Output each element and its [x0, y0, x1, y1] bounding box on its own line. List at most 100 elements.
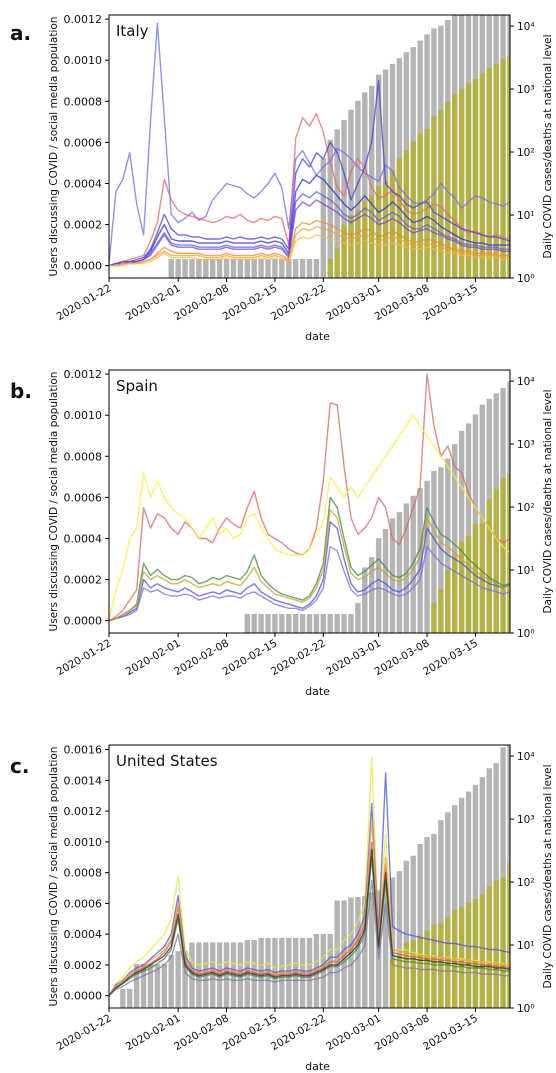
series-line	[109, 112, 510, 267]
y-tick-label: 0.0016	[64, 744, 103, 757]
deaths-bar	[445, 916, 451, 1008]
cases-bar	[168, 259, 174, 278]
cases-bar	[189, 942, 195, 1008]
cases-bar	[265, 614, 271, 633]
series-line	[109, 190, 510, 267]
cases-bar	[355, 100, 361, 278]
cases-bar	[244, 259, 250, 278]
cases-bar	[272, 259, 278, 278]
cases-bar	[445, 458, 451, 633]
deaths-bar	[493, 488, 499, 633]
y-tick-label: 0.0006	[64, 136, 103, 149]
cases-bar	[369, 892, 375, 1008]
y-axis-label-right: Daily COVID cases/deaths at national lev…	[542, 764, 554, 988]
cases-bar	[362, 896, 368, 1008]
cases-bar	[472, 414, 479, 633]
cases-bar	[120, 989, 126, 1008]
cases-bar	[382, 528, 389, 633]
cases-bar	[334, 900, 340, 1008]
x-tick-label: 2020-01-22	[55, 637, 114, 678]
cases-bar	[341, 614, 347, 633]
deaths-bar	[424, 128, 430, 278]
cases-bar	[292, 259, 299, 278]
panel-spain: 0.0000 0.0002 0.0004 0.0006 0.0008 0.0010 0.00…	[10, 368, 554, 698]
y2-tick-label: 10³	[517, 84, 535, 96]
deaths-bar	[479, 894, 486, 1008]
y-tick-label: 0.0012	[64, 368, 103, 381]
cases-bar	[292, 614, 299, 633]
deaths-bar	[507, 55, 510, 278]
cases-bar	[313, 614, 320, 633]
deaths-bar	[417, 935, 423, 1008]
cases-bar	[417, 488, 423, 633]
cases-bar	[203, 259, 209, 278]
y2-tick-label: 10²	[517, 877, 535, 889]
x-tick-label: 2020-02-22	[269, 637, 328, 678]
deaths-bar	[396, 158, 403, 278]
cases-bar	[334, 614, 340, 633]
cases-bar	[189, 259, 195, 278]
series-line	[109, 219, 510, 267]
deaths-bar	[410, 940, 416, 1008]
y-axis-label-left: Users discussing COVID / social media po…	[48, 747, 60, 1007]
cases-bar	[451, 444, 458, 633]
deaths-bar	[458, 907, 465, 1008]
y-tick-label: 0.0006	[64, 897, 103, 910]
x-tick-label: 2020-03-15	[421, 282, 480, 323]
cases-bar	[341, 119, 347, 278]
deaths-bar	[375, 185, 382, 278]
deaths-bar	[472, 79, 479, 278]
y2-tick-label: 10⁰	[517, 1003, 535, 1015]
cases-bar	[472, 784, 479, 1008]
y-tick-label: 0.0008	[64, 95, 103, 108]
series-line	[109, 509, 510, 622]
cases-bar	[327, 614, 333, 633]
y-tick-label: 0.0004	[64, 928, 103, 941]
cases-bar	[244, 614, 250, 633]
deaths-bar	[431, 602, 437, 633]
x-axis-label: date	[305, 685, 330, 698]
cases-bar	[154, 963, 161, 1008]
deaths-bar	[472, 523, 479, 633]
cases-bar	[375, 74, 382, 278]
y-tick-label: 0.0010	[64, 836, 103, 849]
deaths-bar	[451, 555, 458, 633]
series-line	[109, 496, 510, 622]
cases-bar	[127, 989, 133, 1008]
cases-bar	[147, 963, 154, 1008]
y2-tick-label: 10²	[517, 147, 535, 159]
cases-bar	[458, 797, 465, 1008]
cases-bar	[210, 942, 216, 1008]
y2-tick-label: 10³	[517, 814, 535, 826]
panel-letter: a.	[10, 21, 31, 45]
deaths-bar	[479, 523, 486, 633]
y-axis-label-right: Daily COVID cases/deaths at national lev…	[542, 34, 554, 258]
plot-frame	[108, 14, 511, 279]
cases-bar	[320, 614, 327, 633]
plot-area	[109, 15, 510, 278]
deaths-bar	[348, 215, 354, 278]
cases-bar	[403, 503, 409, 633]
cases-bar	[223, 259, 230, 278]
cases-bar	[265, 259, 271, 278]
cases-bar	[299, 614, 306, 633]
y-axis-label-right: Daily COVID cases/deaths at national lev…	[542, 389, 554, 613]
cases-bar	[410, 855, 416, 1008]
panel-title: Spain	[116, 377, 158, 395]
deaths-bar	[472, 898, 479, 1008]
cases-bar	[355, 896, 361, 1008]
deaths-bar	[486, 499, 492, 633]
cases-bar	[362, 92, 368, 278]
cases-bar	[313, 259, 320, 278]
y-tick-label: 0.0002	[64, 574, 103, 587]
cases-bar	[362, 567, 368, 633]
cases-bar	[306, 614, 313, 633]
panel-title: Italy	[116, 22, 149, 40]
deaths-bar	[438, 588, 444, 633]
y-tick-label: 0.0006	[64, 491, 103, 504]
cases-bar	[175, 951, 181, 1008]
cases-bar	[348, 614, 354, 633]
cases-bar	[286, 614, 292, 633]
y2-tick-label: 10³	[517, 439, 535, 451]
y2-tick-label: 10¹	[517, 565, 535, 577]
